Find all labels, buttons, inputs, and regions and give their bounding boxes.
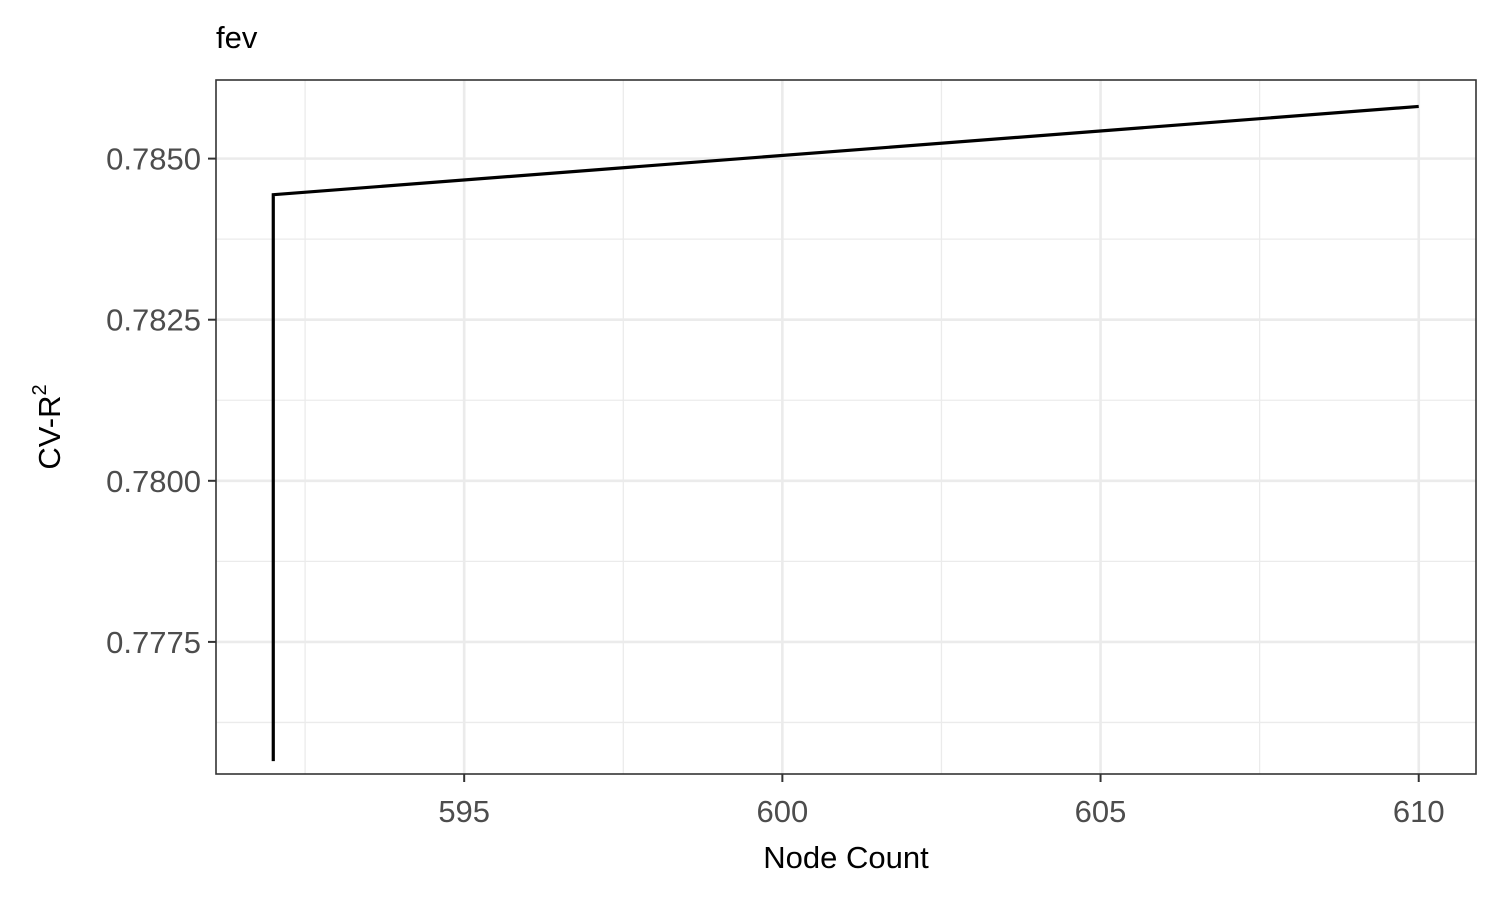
y-tick-label: 0.7800 bbox=[106, 464, 201, 499]
x-tick-label: 605 bbox=[1075, 794, 1127, 829]
x-tick-label: 595 bbox=[438, 794, 490, 829]
y-axis-title: CV-R2 bbox=[29, 384, 67, 469]
x-axis-title: Node Count bbox=[763, 840, 929, 875]
series-layer bbox=[271, 104, 1419, 762]
y-axis: 0.7775 0.7800 0.7825 0.7850 bbox=[106, 142, 216, 660]
minor-grid bbox=[216, 80, 1476, 774]
major-grid bbox=[216, 80, 1476, 774]
x-tick-label: 600 bbox=[756, 794, 808, 829]
x-axis: 595 600 605 610 bbox=[438, 774, 1445, 829]
chart-title: fev bbox=[216, 20, 258, 55]
y-tick-label: 0.7825 bbox=[106, 303, 201, 338]
plot-background bbox=[216, 80, 1476, 774]
x-tick-label: 610 bbox=[1393, 794, 1445, 829]
plot-border bbox=[215, 79, 1477, 775]
y-axis-title-main: CV-R bbox=[32, 396, 67, 470]
series-line bbox=[271, 104, 1419, 762]
y-tick-label: 0.7775 bbox=[106, 625, 201, 660]
y-axis-title-superscript: 2 bbox=[29, 384, 51, 395]
y-tick-label: 0.7850 bbox=[106, 142, 201, 177]
